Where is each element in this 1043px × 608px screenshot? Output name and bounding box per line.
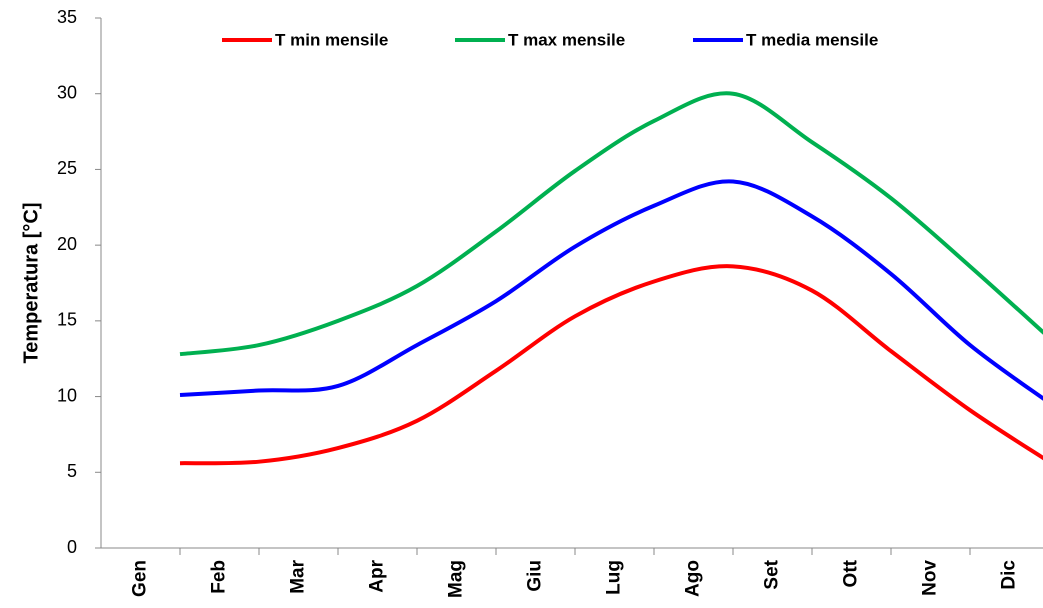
legend-label: T max mensile — [508, 30, 625, 49]
y-tick-label: 0 — [67, 537, 77, 557]
y-tick-label: 25 — [57, 158, 77, 178]
x-tick-label: Ott — [841, 559, 862, 587]
x-tick-label: Mag — [446, 560, 467, 598]
x-tick-label: Feb — [209, 560, 230, 594]
x-tick-label: Set — [762, 559, 783, 589]
x-tick-label: Mar — [288, 559, 309, 593]
series-line — [179, 91, 1043, 357]
series-line — [179, 179, 1043, 401]
y-tick-label: 35 — [57, 7, 77, 27]
x-tick-label: Nov — [920, 560, 941, 596]
x-tick-label: Gen — [130, 560, 151, 597]
legend-label: T media mensile — [746, 30, 878, 49]
y-tick-label: 20 — [57, 234, 77, 254]
x-tick-label: Dic — [999, 560, 1020, 590]
y-tick-label: 5 — [67, 461, 77, 481]
x-tick-label: Lug — [604, 560, 625, 595]
x-tick-label: Apr — [367, 559, 388, 592]
y-tick-label: 15 — [57, 310, 77, 330]
series-line — [179, 264, 1043, 466]
y-tick-label: 30 — [57, 82, 77, 102]
legend-label: T min mensile — [275, 30, 388, 49]
x-tick-label: Giu — [525, 560, 546, 592]
y-axis-label: Temperatura [°C] — [20, 203, 42, 364]
x-tick-label: Ago — [683, 560, 704, 597]
y-tick-label: 10 — [57, 385, 77, 405]
